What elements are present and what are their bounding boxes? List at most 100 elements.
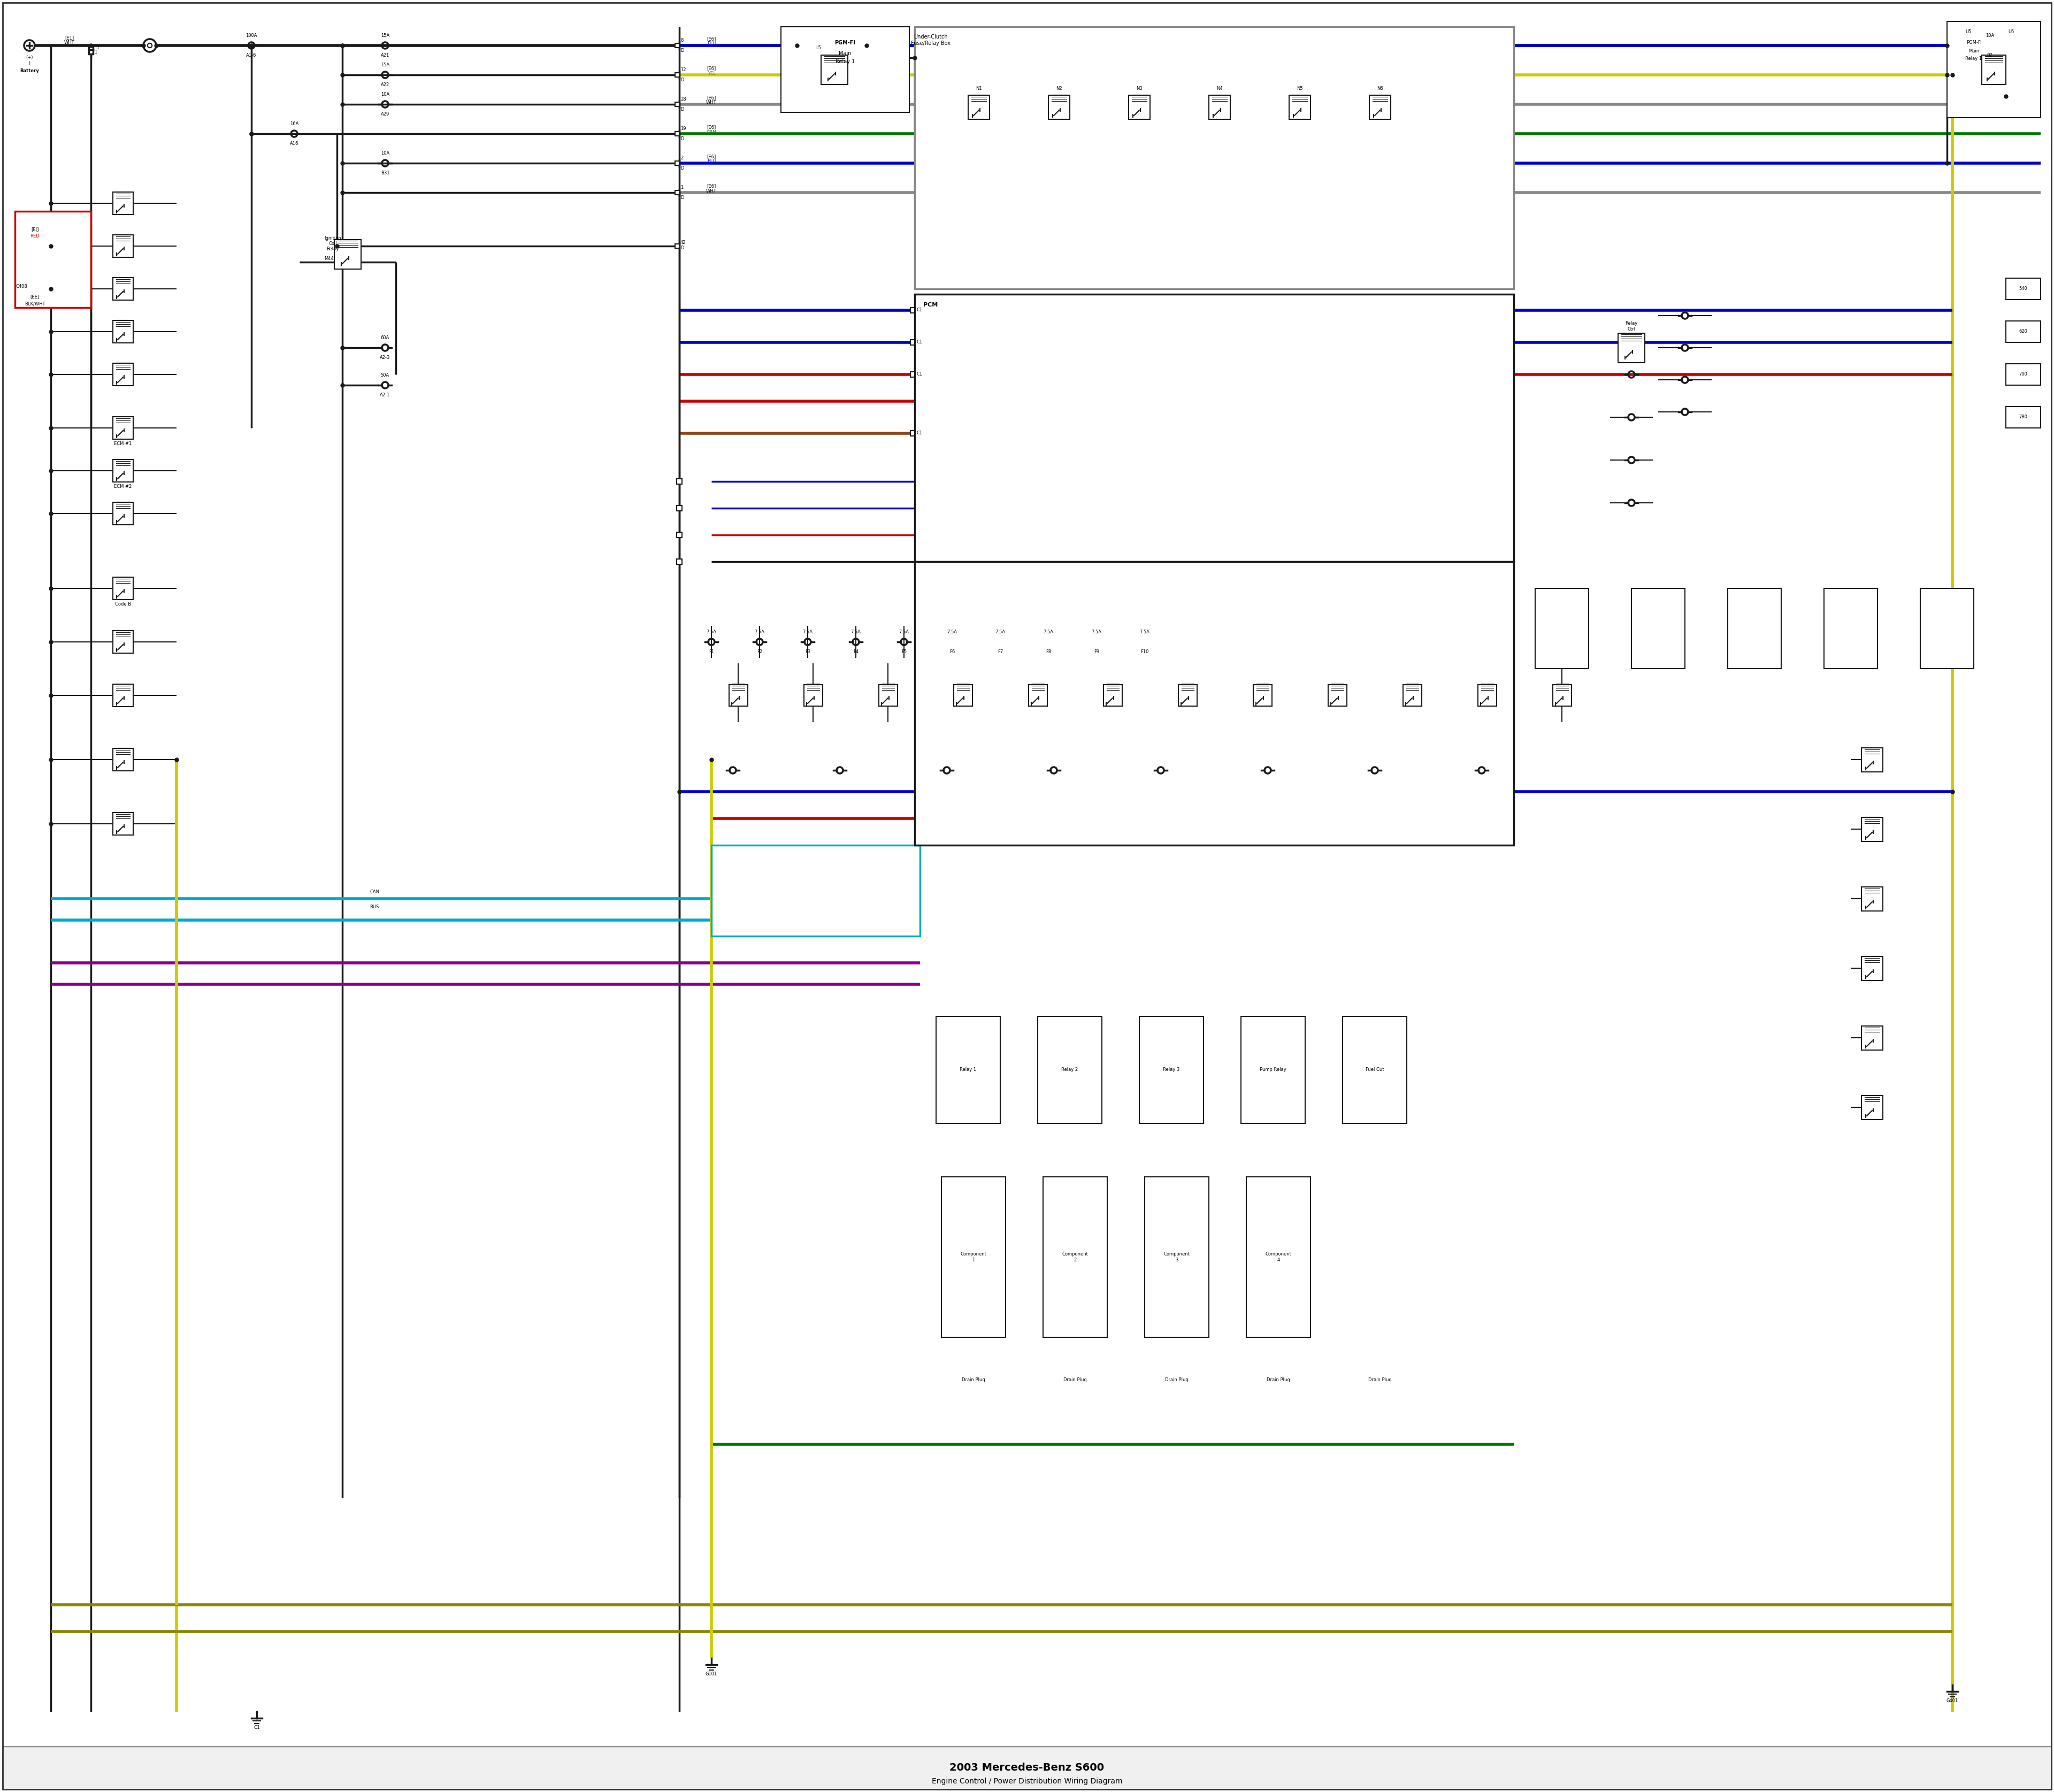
Bar: [914, 294, 1514, 561]
Text: D: D: [680, 77, 684, 82]
Bar: [1534, 588, 1588, 668]
Bar: [1861, 817, 1884, 842]
Bar: [910, 430, 914, 435]
Bar: [1982, 56, 2007, 84]
Bar: [113, 577, 134, 600]
Text: B31: B31: [380, 170, 390, 176]
Text: [EE]: [EE]: [31, 294, 39, 299]
Text: 7.5A: 7.5A: [947, 629, 957, 634]
Text: WHT: WHT: [707, 188, 717, 194]
Text: 7.5A: 7.5A: [1140, 629, 1150, 634]
Text: WHT: WHT: [64, 41, 74, 45]
Bar: [910, 371, 914, 376]
Bar: [88, 50, 92, 54]
Bar: [1920, 588, 1974, 668]
Text: 50A: 50A: [380, 373, 390, 378]
Text: CAN: CAN: [370, 891, 380, 894]
Text: D: D: [680, 195, 684, 201]
Text: 780: 780: [2019, 414, 2027, 419]
Text: (+): (+): [27, 56, 33, 59]
Text: 15A: 15A: [380, 34, 390, 38]
Text: A16: A16: [290, 142, 298, 145]
Text: Component
3: Component 3: [1165, 1253, 1189, 1262]
Text: Drain Plug: Drain Plug: [961, 1378, 986, 1382]
Bar: [1343, 1016, 1407, 1124]
Text: BLU: BLU: [707, 159, 715, 163]
Bar: [2007, 278, 2040, 299]
Text: M44: M44: [325, 256, 333, 262]
Text: A21: A21: [380, 54, 390, 57]
Text: F8: F8: [1045, 649, 1052, 654]
Bar: [113, 278, 134, 299]
Text: PGM-Fi: PGM-Fi: [1966, 41, 1982, 45]
Bar: [335, 240, 362, 269]
Text: 10A: 10A: [1986, 34, 1994, 38]
Bar: [2, 1747, 2052, 1790]
Text: N3: N3: [1136, 86, 1142, 91]
Bar: [1861, 887, 1884, 910]
Text: [E6]: [E6]: [707, 95, 717, 100]
Text: F7: F7: [998, 649, 1002, 654]
Bar: [953, 685, 972, 706]
Text: [E6]: [E6]: [707, 185, 717, 188]
Bar: [113, 812, 134, 835]
Text: C1: C1: [916, 340, 922, 344]
Bar: [676, 43, 680, 48]
Bar: [781, 27, 910, 113]
Text: N4: N4: [1216, 86, 1222, 91]
Bar: [14, 211, 90, 308]
Text: 7.5A: 7.5A: [803, 629, 813, 634]
Bar: [729, 685, 748, 706]
Text: Pump Relay: Pump Relay: [1259, 1068, 1286, 1072]
Text: Component
4: Component 4: [1265, 1253, 1292, 1262]
Text: F2: F2: [756, 649, 762, 654]
Bar: [113, 685, 134, 706]
Bar: [1048, 95, 1070, 120]
Bar: [1140, 1016, 1204, 1124]
Bar: [1253, 685, 1271, 706]
Bar: [2007, 321, 2040, 342]
Text: A2-1: A2-1: [380, 392, 390, 398]
Text: BUS: BUS: [370, 905, 380, 909]
Bar: [676, 532, 682, 538]
Text: Main: Main: [1968, 48, 1980, 54]
Text: YEL: YEL: [707, 72, 715, 75]
Bar: [937, 1016, 1000, 1124]
Text: 10A: 10A: [380, 91, 390, 97]
Bar: [1290, 95, 1310, 120]
Text: N5: N5: [1296, 86, 1302, 91]
Text: Main: Main: [838, 50, 852, 56]
Text: 19: 19: [680, 125, 686, 131]
Bar: [1861, 1027, 1884, 1050]
Text: L5: L5: [815, 47, 822, 50]
Bar: [113, 459, 134, 482]
Text: [E6]: [E6]: [707, 125, 717, 129]
Text: T1: T1: [94, 45, 101, 50]
Text: C1: C1: [916, 430, 922, 435]
Text: 16A: 16A: [290, 122, 298, 125]
Bar: [676, 244, 680, 249]
Text: 7.5A: 7.5A: [996, 629, 1004, 634]
Bar: [1727, 588, 1781, 668]
Text: Component
2: Component 2: [1062, 1253, 1089, 1262]
Text: A2-3: A2-3: [380, 355, 390, 360]
Text: F10: F10: [1140, 649, 1148, 654]
Bar: [711, 846, 920, 935]
Text: 42: 42: [680, 240, 686, 246]
Bar: [113, 749, 134, 771]
Bar: [879, 685, 898, 706]
Text: ECM #2: ECM #2: [115, 484, 131, 489]
Text: F3: F3: [805, 649, 811, 654]
Text: F6: F6: [949, 649, 955, 654]
Text: PCM: PCM: [924, 303, 939, 308]
Bar: [1824, 588, 1877, 668]
Text: 60A: 60A: [380, 335, 390, 340]
Text: 1: 1: [94, 50, 97, 54]
Text: 8: 8: [680, 38, 684, 43]
Text: F4: F4: [852, 649, 859, 654]
Text: 28: 28: [680, 97, 686, 102]
Bar: [1370, 95, 1391, 120]
Text: 2003 Mercedes-Benz S600: 2003 Mercedes-Benz S600: [949, 1763, 1105, 1772]
Text: Engine Control / Power Distribution Wiring Diagram: Engine Control / Power Distribution Wiri…: [933, 1778, 1121, 1785]
Text: N1: N1: [976, 86, 982, 91]
